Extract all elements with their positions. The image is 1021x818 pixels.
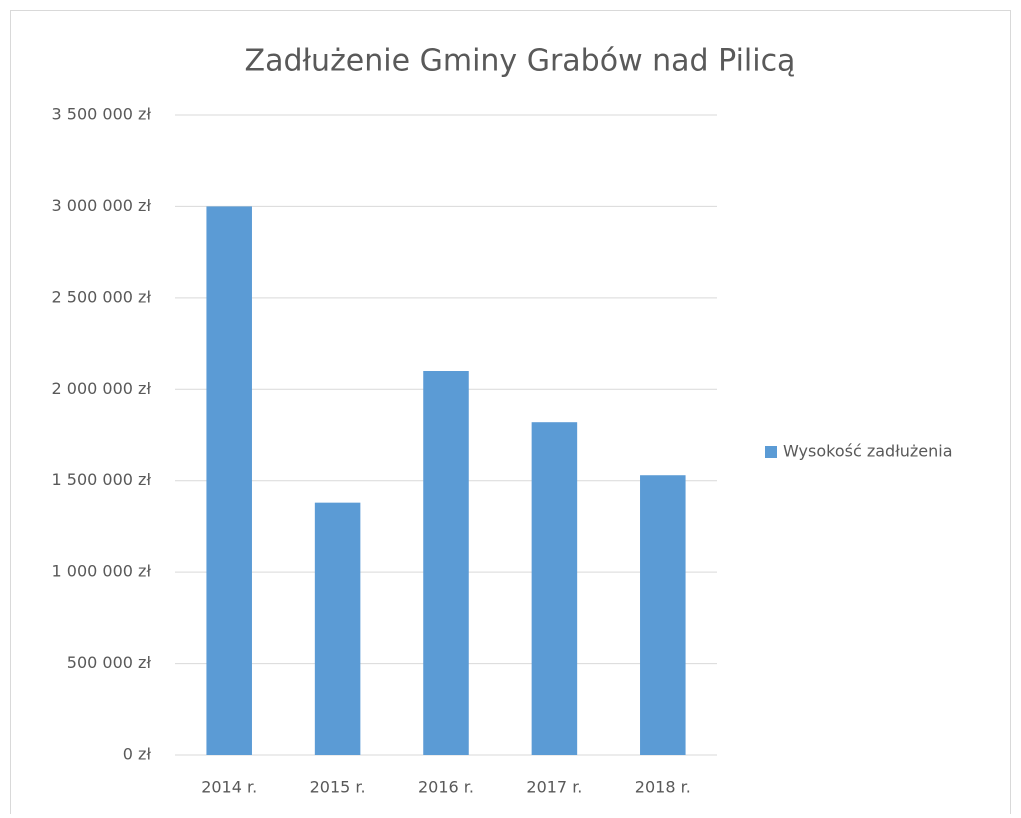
x-tick-label: 2015 r. <box>310 778 366 797</box>
y-tick-label: 0 zł <box>123 745 152 764</box>
y-tick-label: 500 000 zł <box>67 653 152 672</box>
x-tick-label: 2018 r. <box>635 778 691 797</box>
y-tick-label: 1 500 000 zł <box>52 470 152 489</box>
chart-title: Zadłużenie Gminy Grabów nad Pilicą <box>245 44 796 79</box>
y-tick-label: 3 000 000 zł <box>52 196 152 215</box>
y-tick-label: 2 500 000 zł <box>52 287 152 306</box>
x-tick-label: 2016 r. <box>418 778 474 797</box>
y-tick-label: 2 000 000 zł <box>52 379 152 398</box>
bar <box>531 422 578 755</box>
y-tick-label: 3 500 000 zł <box>52 105 152 124</box>
y-tick-label: 1 000 000 zł <box>52 562 152 581</box>
x-tick-label: 2014 r. <box>201 778 257 797</box>
chart-frame <box>10 10 1011 818</box>
bar <box>314 502 361 755</box>
bar <box>206 206 252 755</box>
legend-label: Wysokość zadłużenia <box>783 442 953 461</box>
bar <box>423 371 469 755</box>
bar <box>640 475 686 755</box>
x-tick-label: 2017 r. <box>526 778 582 797</box>
legend-swatch <box>765 446 777 458</box>
